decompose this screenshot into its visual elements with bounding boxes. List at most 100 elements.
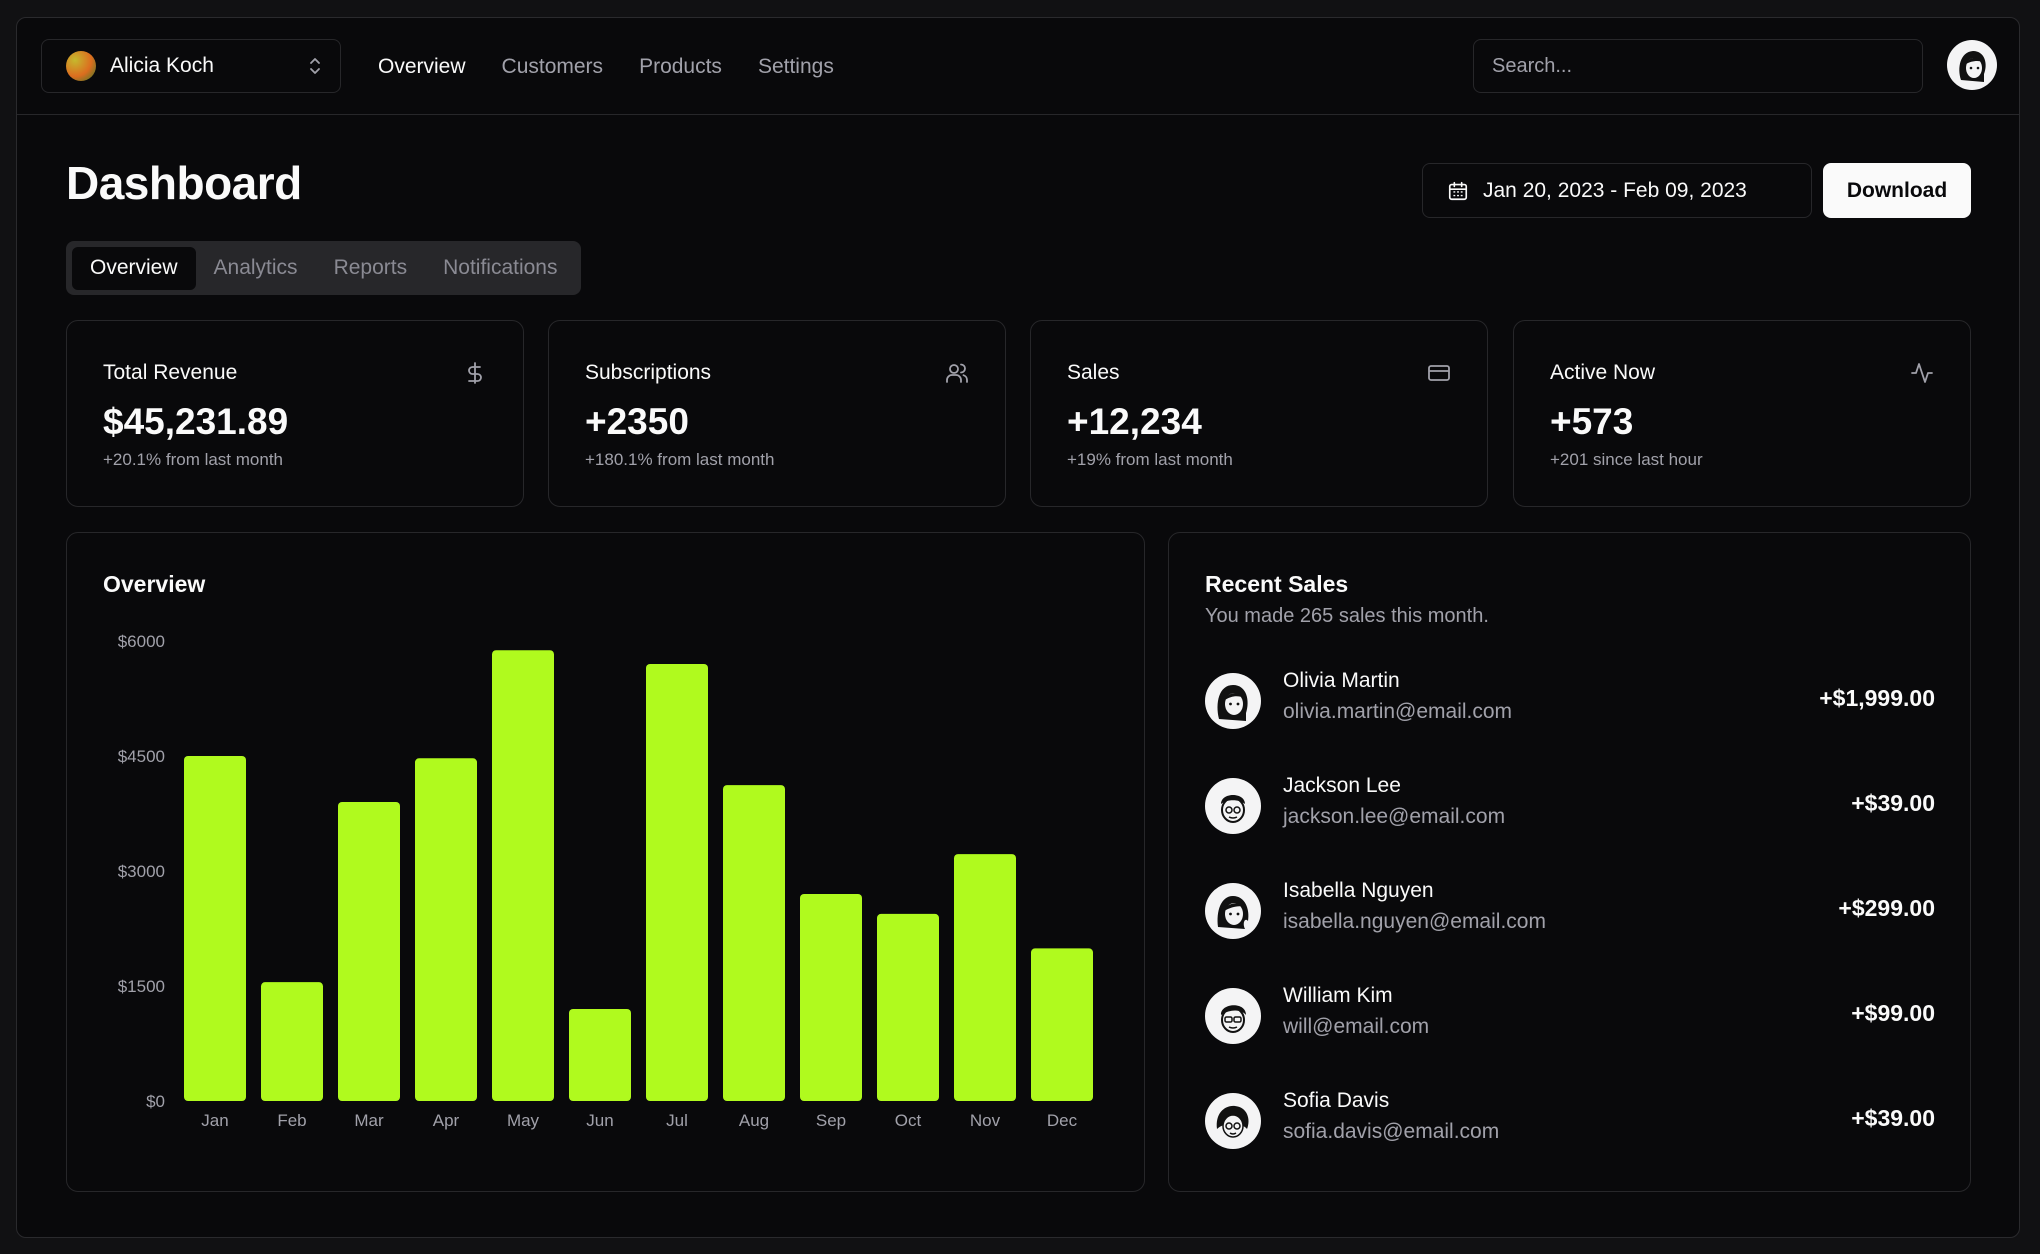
bar-oct[interactable] (877, 913, 939, 1101)
bar-apr[interactable] (415, 758, 477, 1101)
sale-amount: +$299.00 (1838, 895, 1935, 921)
stat-change: +19% from last month (1067, 450, 1233, 469)
stat-value: +573 (1550, 401, 1634, 442)
stat-change: +180.1% from last month (585, 450, 775, 469)
sale-amount: +$39.00 (1851, 1105, 1935, 1131)
customer-avatar (1205, 988, 1261, 1044)
sale-amount: +$39.00 (1851, 790, 1935, 816)
customer-avatar (1205, 778, 1261, 834)
x-tick-label: May (507, 1111, 540, 1130)
customer-name: Isabella Nguyen (1283, 879, 1434, 902)
stat-value: $45,231.89 (103, 401, 289, 442)
users-icon (946, 363, 968, 383)
calendar-icon (1448, 181, 1468, 200)
x-tick-label: Aug (739, 1111, 769, 1130)
nav-overview[interactable]: Overview (378, 54, 466, 78)
recent-sales-card: Recent Sales You made 265 sales this mon… (1168, 532, 1971, 1192)
stat-label: Subscriptions (585, 361, 712, 384)
customer-email: olivia.martin@email.com (1283, 700, 1513, 723)
tab-overview[interactable]: Overview (72, 246, 196, 290)
sale-amount: +$1,999.00 (1819, 685, 1935, 711)
main-nav: Overview Customers Products Settings (378, 18, 834, 115)
x-tick-label: Nov (970, 1111, 1001, 1130)
user-avatar-illustration-icon (1959, 51, 1986, 82)
app-window: Alicia Koch Overview Customers Products … (16, 17, 2020, 1238)
nav-products[interactable]: Products (639, 54, 722, 78)
tab-notifications[interactable]: Notifications (443, 256, 558, 279)
bar-jun[interactable] (569, 1009, 631, 1101)
dollar-icon (468, 362, 482, 384)
sale-row: William Kim will@email.com +$99.00 (1205, 984, 1935, 1044)
bar-sep[interactable] (800, 894, 862, 1101)
customer-name: Jackson Lee (1283, 774, 1401, 797)
bar-nov[interactable] (954, 854, 1016, 1101)
credit-card-icon (1428, 365, 1450, 381)
top-navigation-bar: Alicia Koch Overview Customers Products … (17, 18, 2019, 115)
team-switcher[interactable]: Alicia Koch (41, 39, 341, 93)
search-input[interactable] (1473, 39, 1923, 93)
bar-aug[interactable] (723, 785, 785, 1101)
stat-value: +2350 (585, 401, 689, 442)
team-avatar (66, 51, 96, 81)
x-tick-label: Mar (354, 1111, 384, 1130)
page-title: Dashboard (66, 157, 302, 209)
x-tick-label: Jan (201, 1111, 228, 1130)
recent-sales-title: Recent Sales (1205, 571, 1349, 597)
sale-row: Sofia Davis sofia.davis@email.com +$39.0… (1205, 1089, 1935, 1149)
y-tick-label: $6000 (118, 632, 165, 651)
team-name: Alicia Koch (110, 54, 214, 77)
x-tick-label: Sep (816, 1111, 846, 1130)
recent-sales-description: You made 265 sales this month. (1205, 605, 1489, 627)
user-avatar[interactable] (1947, 40, 1997, 90)
customer-email: will@email.com (1283, 1015, 1430, 1038)
y-tick-label: $1500 (118, 977, 165, 996)
customer-email: isabella.nguyen@email.com (1283, 910, 1546, 933)
x-tick-label: Apr (433, 1111, 460, 1130)
customer-name: Sofia Davis (1283, 1089, 1390, 1112)
y-tick-label: $4500 (118, 747, 165, 766)
female-avatar-illustration-icon (1217, 685, 1248, 721)
customer-email: jackson.lee@email.com (1283, 805, 1506, 828)
stat-change: +20.1% from last month (103, 450, 284, 469)
date-range-label: Jan 20, 2023 - Feb 09, 2023 (1483, 178, 1747, 202)
download-button[interactable]: Download (1823, 163, 1971, 218)
tab-reports[interactable]: Reports (333, 256, 408, 279)
y-tick-label: $0 (146, 1092, 165, 1111)
overview-chart-card: Overview $0 $1500 $3000 $4500 $6000 Jan Feb Mar… (66, 532, 1145, 1192)
customer-name: Olivia Martin (1283, 669, 1400, 692)
activity-icon (1911, 363, 1933, 383)
bar-dec[interactable] (1031, 948, 1093, 1101)
x-tick-label: Dec (1047, 1111, 1078, 1130)
x-tick-label: Jul (666, 1111, 688, 1130)
x-tick-label: Jun (586, 1111, 613, 1130)
male-avatar-illustration-icon (1221, 795, 1245, 823)
overview-title: Overview (103, 571, 206, 597)
overview-bar-chart: $0 $1500 $3000 $4500 $6000 Jan Feb Mar Apr May Jun… (118, 632, 1093, 1130)
bar-mar[interactable] (338, 802, 400, 1101)
bar-jan[interactable] (184, 756, 246, 1101)
bar-may[interactable] (492, 650, 554, 1101)
stat-card-active-now: Active Now +573 +201 since last hour (1513, 320, 1971, 507)
sale-amount: +$99.00 (1851, 1000, 1935, 1026)
x-tick-label: Oct (895, 1111, 922, 1130)
y-tick-label: $3000 (118, 862, 165, 881)
stat-card-sales: Sales +12,234 +19% from last month (1030, 320, 1488, 507)
stat-value: +12,234 (1067, 401, 1202, 442)
stat-label: Active Now (1550, 361, 1656, 384)
customer-avatar (1205, 673, 1261, 729)
nav-customers[interactable]: Customers (501, 54, 604, 78)
customer-avatar (1205, 883, 1261, 939)
bar-jul[interactable] (646, 664, 708, 1101)
male-avatar-illustration-icon (1220, 1005, 1246, 1033)
customer-avatar (1205, 1093, 1261, 1149)
tab-list: Overview Analytics Reports Notifications (66, 241, 582, 295)
stat-change: +201 since last hour (1550, 450, 1703, 469)
female-avatar-illustration-icon (1217, 896, 1249, 929)
sale-row: Jackson Lee jackson.lee@email.com +$39.0… (1205, 774, 1935, 834)
bar-feb[interactable] (261, 982, 323, 1101)
sale-row: Isabella Nguyen isabella.nguyen@email.co… (1205, 879, 1935, 939)
nav-settings[interactable]: Settings (757, 54, 834, 78)
date-range-picker[interactable]: Jan 20, 2023 - Feb 09, 2023 (1422, 163, 1812, 218)
tab-analytics[interactable]: Analytics (213, 256, 298, 279)
chevrons-up-down-icon (308, 56, 322, 76)
